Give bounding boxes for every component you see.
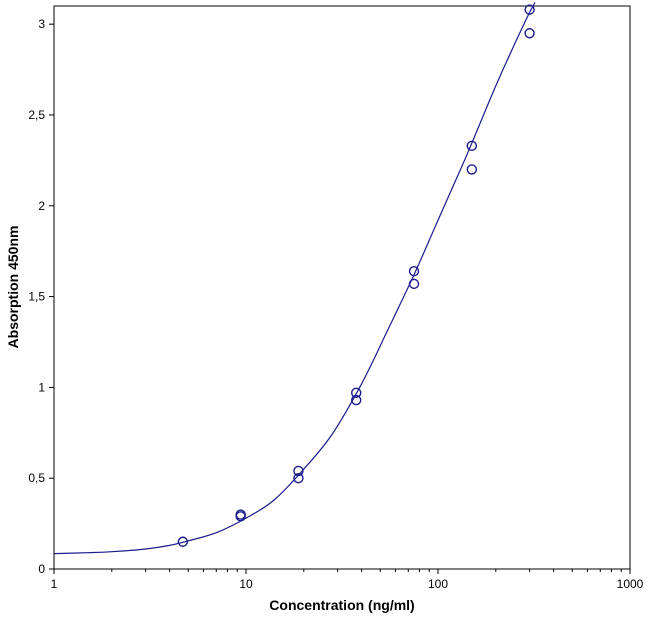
y-tick-label: 1,5 [28, 290, 45, 304]
y-tick-label: 2 [38, 199, 45, 213]
data-point [408, 265, 420, 277]
plot-area-frame [53, 5, 631, 570]
data-point [466, 164, 478, 175]
data-point [293, 472, 304, 484]
data-point [466, 140, 478, 152]
y-axis-title: Absorption 450nm [5, 226, 21, 349]
x-tick-label: 10 [239, 577, 253, 591]
data-point [524, 28, 535, 39]
x-tick-label: 1000 [617, 577, 644, 591]
x-axis-title: Concentration (ng/ml) [269, 597, 414, 613]
x-tick-label: 1 [51, 577, 58, 591]
x-tick-label: 100 [428, 577, 448, 591]
data-point [408, 278, 420, 290]
data-point [177, 536, 189, 547]
y-tick-label: 0 [38, 562, 45, 576]
fit-curve [53, 2, 536, 555]
y-tick-label: 0,5 [28, 471, 45, 485]
data-point [524, 4, 535, 15]
y-tick-label: 1 [38, 380, 45, 394]
x-axis: 1 10 100 1000 [51, 569, 644, 591]
data-point [293, 465, 304, 477]
data-point [351, 387, 362, 399]
data-point [351, 394, 362, 406]
data-point [235, 509, 246, 520]
y-axis: 0 0,5 1 1,5 2 2,5 3 [28, 17, 54, 576]
y-tick-label: 2,5 [28, 108, 45, 122]
data-points [177, 4, 535, 547]
y-tick-label: 3 [38, 17, 45, 31]
